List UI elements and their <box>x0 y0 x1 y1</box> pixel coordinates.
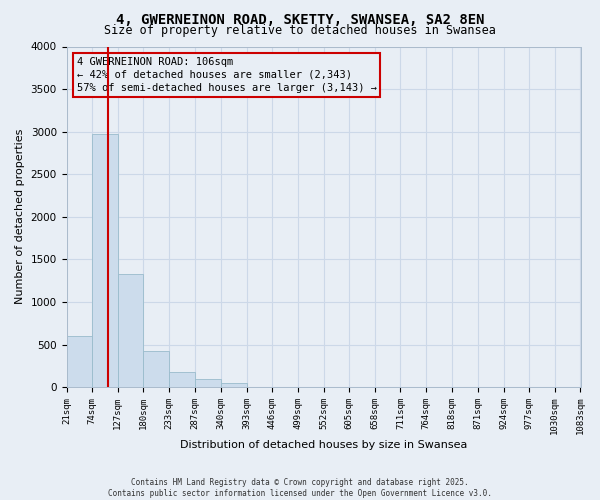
Bar <box>67 336 92 387</box>
Bar <box>118 274 143 387</box>
Bar <box>143 352 169 387</box>
Bar <box>92 134 118 387</box>
Y-axis label: Number of detached properties: Number of detached properties <box>15 129 25 304</box>
Bar <box>195 380 221 387</box>
Text: 4, GWERNEINON ROAD, SKETTY, SWANSEA, SA2 8EN: 4, GWERNEINON ROAD, SKETTY, SWANSEA, SA2… <box>116 12 484 26</box>
Text: 4 GWERNEINON ROAD: 106sqm
← 42% of detached houses are smaller (2,343)
57% of se: 4 GWERNEINON ROAD: 106sqm ← 42% of detac… <box>77 56 377 93</box>
X-axis label: Distribution of detached houses by size in Swansea: Distribution of detached houses by size … <box>180 440 467 450</box>
Bar <box>169 372 195 387</box>
Text: Size of property relative to detached houses in Swansea: Size of property relative to detached ho… <box>104 24 496 37</box>
Bar <box>221 383 247 387</box>
Text: Contains HM Land Registry data © Crown copyright and database right 2025.
Contai: Contains HM Land Registry data © Crown c… <box>108 478 492 498</box>
